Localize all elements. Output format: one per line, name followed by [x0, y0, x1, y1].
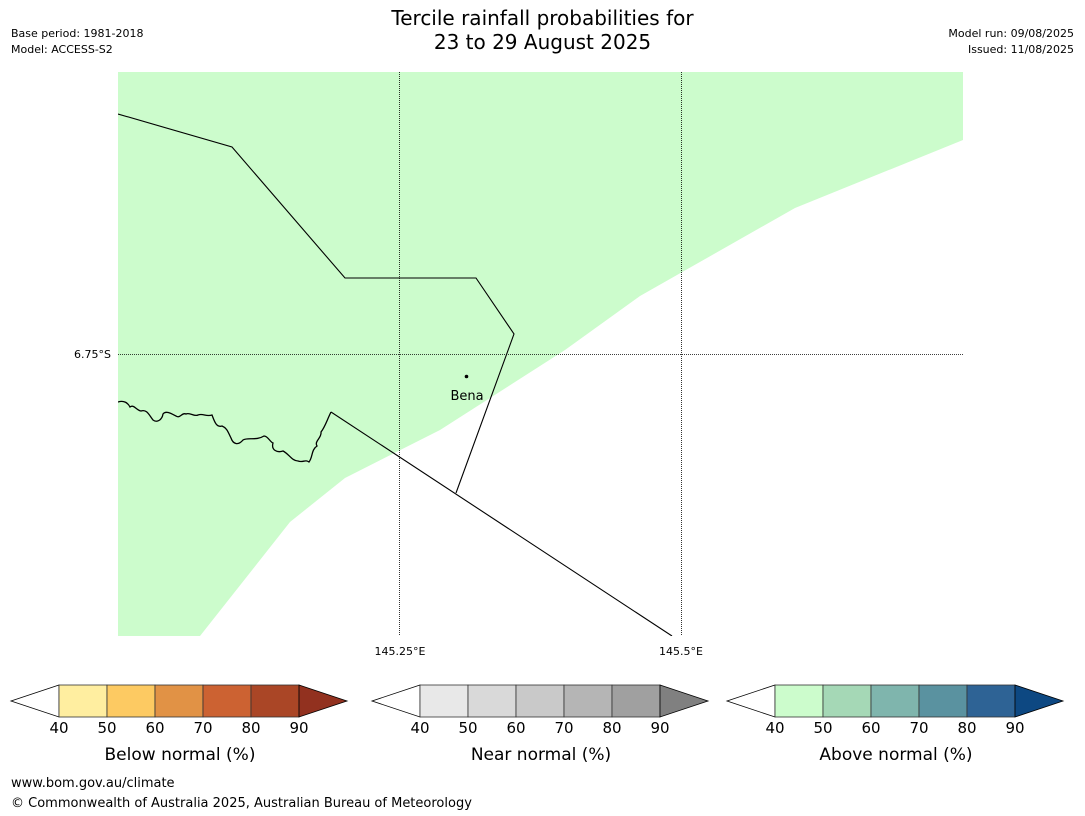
- colorbar-tick-label: 60: [861, 719, 881, 737]
- lat-label-6-75: 6.75°S: [74, 348, 111, 361]
- colorbar-segment: [515, 684, 565, 718]
- bena-label: Bena: [450, 389, 483, 404]
- colorbar-tick-label: 40: [765, 719, 785, 737]
- above-normal-label: Above normal (%): [819, 745, 973, 765]
- below-normal-label: Below normal (%): [104, 745, 256, 765]
- colorbar-tick-label: 60: [506, 719, 526, 737]
- footer-copyright: © Commonwealth of Australia 2025, Austra…: [11, 796, 472, 811]
- footer-url: www.bom.gov.au/climate: [11, 776, 175, 791]
- colorbar-extend-low: [725, 684, 776, 718]
- colorbar-segment: [774, 684, 824, 718]
- colorbar-segment: [870, 684, 920, 718]
- colorbar-tick-label: 40: [410, 719, 430, 737]
- map-canvas: Bena 6.75°S 145.25°E 145.5°E: [74, 72, 963, 658]
- lon-label-145-25: 145.25°E: [375, 645, 426, 658]
- province-boundary-south: [330, 411, 673, 636]
- near-normal-label: Near normal (%): [470, 745, 612, 765]
- title-line-1: Tercile rainfall probabilities for: [391, 6, 694, 30]
- above-normal-region: [118, 72, 963, 636]
- colorbar-segment: [611, 684, 661, 718]
- footer: www.bom.gov.au/climate © Commonwealth of…: [11, 774, 472, 814]
- model-run: Model run: 09/08/2025: [948, 27, 1074, 40]
- colorbar-extend-high: [298, 684, 349, 718]
- colorbar-segment: [822, 684, 872, 718]
- colorbar-tick-label: 40: [49, 719, 69, 737]
- colorbar-below-normal: [9, 684, 349, 718]
- colorbar-tick-label: 50: [97, 719, 117, 737]
- meta-left: Base period: 1981-2018 Model: ACCESS-S2: [11, 26, 143, 58]
- colorbar-near-normal: [370, 684, 710, 718]
- title-line-2: 23 to 29 August 2025: [433, 30, 652, 54]
- model-name: Model: ACCESS-S2: [11, 43, 113, 56]
- issued-date: Issued: 11/08/2025: [967, 43, 1074, 56]
- colorbar-tick-label: 70: [554, 719, 574, 737]
- colorbar-extend-low: [370, 684, 421, 718]
- colorbar-extend-low: [9, 684, 60, 718]
- meta-right: Model run: 09/08/2025 Issued: 11/08/2025: [948, 26, 1074, 58]
- colorbar-tick-label: 90: [650, 719, 670, 737]
- colorbar-tick-label: 80: [957, 719, 977, 737]
- colorbar-segment: [202, 684, 252, 718]
- colorbar-segment: [419, 684, 469, 718]
- base-period: Base period: 1981-2018: [11, 27, 144, 40]
- colorbar-segment: [966, 684, 1016, 718]
- river-coastline: [118, 400, 332, 463]
- colorbar-tick-label: 70: [193, 719, 213, 737]
- province-boundary: [118, 113, 515, 494]
- colorbar-segment: [250, 684, 300, 718]
- colorbar-segment: [154, 684, 204, 718]
- colorbar-tick-label: 90: [289, 719, 309, 737]
- map-title: Tercile rainfall probabilities for 23 to…: [0, 6, 1085, 54]
- colorbar-extend-high: [659, 684, 710, 718]
- colorbar-tick-label: 50: [813, 719, 833, 737]
- colorbar-segment: [918, 684, 968, 718]
- colorbar-segment: [58, 684, 108, 718]
- colorbars: [9, 684, 1065, 718]
- colorbar-above-normal: [725, 684, 1065, 718]
- colorbar-tick-label: 80: [241, 719, 261, 737]
- lon-label-145-5: 145.5°E: [659, 645, 703, 658]
- colorbar-tick-label: 70: [909, 719, 929, 737]
- colorbar-tick-label: 80: [602, 719, 622, 737]
- colorbar-tick-label: 90: [1005, 719, 1025, 737]
- colorbar-tick-label: 60: [145, 719, 165, 737]
- colorbar-extend-high: [1014, 684, 1065, 718]
- colorbar-segment: [467, 684, 517, 718]
- colorbar-segment: [106, 684, 156, 718]
- colorbar-segment: [563, 684, 613, 718]
- bena-marker: [464, 374, 469, 379]
- colorbar-tick-label: 50: [458, 719, 478, 737]
